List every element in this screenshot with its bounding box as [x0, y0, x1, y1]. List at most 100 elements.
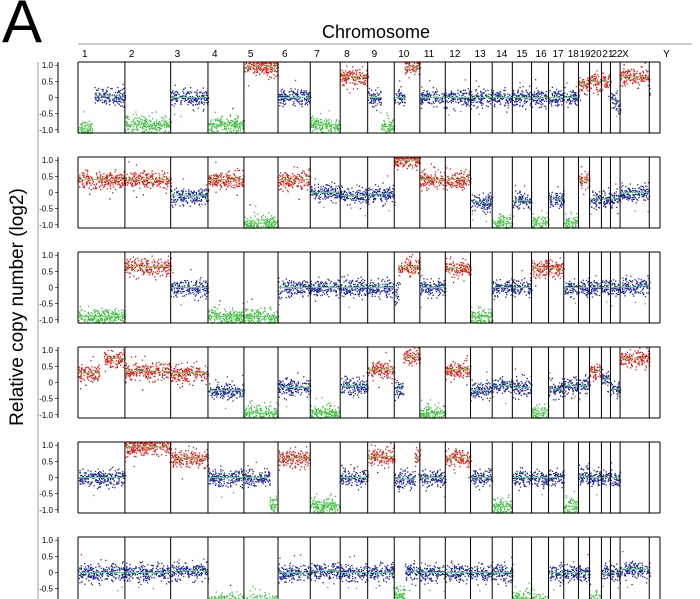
data-point — [339, 186, 341, 189]
data-point — [554, 91, 556, 94]
data-point — [435, 176, 437, 179]
data-point — [214, 126, 216, 128]
data-point — [109, 93, 111, 95]
data-point — [123, 180, 125, 183]
data-point — [208, 123, 210, 125]
data-point — [565, 95, 568, 97]
data-point — [126, 121, 128, 123]
data-point — [265, 62, 267, 64]
data-point — [418, 64, 420, 66]
data-point — [460, 99, 462, 101]
data-point — [195, 99, 197, 101]
data-point — [241, 184, 243, 186]
data-point — [265, 68, 267, 70]
data-point — [311, 185, 313, 188]
data-point — [570, 95, 572, 98]
data-point — [355, 199, 357, 201]
data-point — [100, 173, 102, 176]
data-point — [343, 78, 345, 80]
data-point — [223, 125, 226, 127]
data-point — [92, 187, 94, 189]
data-point — [396, 164, 398, 166]
data-point — [398, 103, 400, 105]
data-point — [172, 93, 175, 95]
data-point — [381, 124, 383, 126]
data-point — [165, 176, 167, 178]
data-point — [268, 78, 270, 81]
data-point — [112, 98, 114, 100]
data-point — [156, 122, 158, 125]
data-point — [270, 217, 272, 220]
data-point — [437, 100, 440, 102]
data-point — [234, 174, 236, 177]
data-point — [423, 168, 426, 171]
data-point — [210, 129, 212, 132]
data-point — [463, 92, 465, 95]
data-point — [107, 86, 109, 89]
data-point — [310, 96, 312, 99]
data-point — [152, 178, 155, 180]
data-point — [267, 65, 269, 67]
data-point — [302, 170, 304, 172]
data-point — [372, 100, 375, 102]
data-point — [519, 98, 521, 100]
data-point — [188, 92, 191, 95]
data-point — [283, 183, 285, 185]
data-point — [104, 178, 106, 180]
data-point — [189, 91, 191, 93]
data-point — [120, 101, 122, 103]
data-point — [161, 181, 163, 183]
data-point — [528, 93, 530, 95]
data-point — [79, 176, 81, 179]
data-point — [345, 80, 347, 82]
data-point — [531, 106, 534, 108]
data-point — [424, 94, 427, 96]
data-point — [144, 121, 147, 123]
data-point — [302, 94, 304, 96]
data-point — [353, 197, 356, 200]
data-point — [472, 96, 474, 98]
data-point — [318, 127, 320, 129]
data-point — [356, 196, 358, 199]
data-point — [286, 189, 289, 191]
data-point — [109, 184, 112, 187]
data-point — [143, 120, 146, 122]
data-point — [221, 172, 223, 174]
data-point — [388, 210, 390, 212]
data-point — [310, 123, 312, 125]
data-point — [335, 125, 337, 127]
data-point — [247, 85, 250, 87]
data-point — [350, 72, 352, 74]
data-point — [206, 189, 208, 191]
data-point — [551, 99, 553, 102]
data-point — [120, 89, 122, 92]
data-point — [638, 87, 640, 89]
data-point — [151, 173, 153, 175]
data-point — [224, 182, 226, 184]
data-point — [330, 193, 333, 195]
data-point — [261, 219, 263, 221]
data-point — [208, 124, 211, 127]
data-point — [375, 104, 377, 107]
data-point — [488, 101, 490, 103]
data-point — [89, 182, 91, 184]
data-point — [572, 97, 574, 99]
data-point — [108, 101, 110, 103]
data-point — [268, 221, 270, 223]
data-point — [152, 127, 154, 129]
data-point — [205, 188, 207, 190]
data-point — [83, 176, 85, 179]
data-point — [97, 100, 99, 102]
data-point — [310, 194, 312, 196]
data-point — [580, 89, 583, 91]
data-point — [553, 91, 555, 93]
data-point — [422, 175, 424, 178]
data-point — [633, 73, 636, 76]
data-point — [374, 191, 376, 193]
data-point — [174, 84, 176, 86]
data-point — [625, 74, 627, 76]
data-point — [391, 190, 394, 193]
data-point — [397, 161, 399, 163]
data-point — [327, 184, 329, 186]
data-point — [165, 183, 168, 185]
